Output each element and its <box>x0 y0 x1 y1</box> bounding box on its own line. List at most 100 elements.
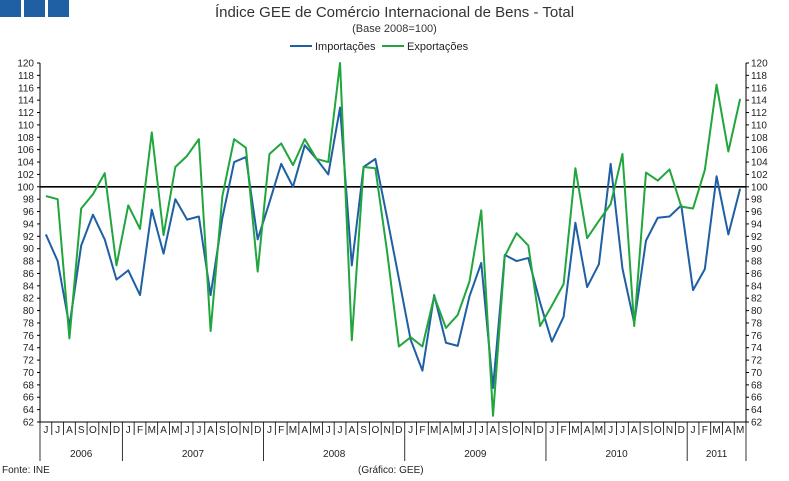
y-tick-label-left: 100 <box>17 182 34 193</box>
y-tick-label-right: 94 <box>751 219 763 230</box>
x-tick-label: S <box>360 425 367 436</box>
y-tick-label-left: 98 <box>23 195 35 206</box>
x-tick-label: J <box>267 425 272 436</box>
x-tick-label: J <box>126 425 131 436</box>
y-tick-label-left: 86 <box>23 269 35 280</box>
x-tick-label: N <box>101 425 108 436</box>
year-label: 2008 <box>323 449 346 460</box>
year-label: 2009 <box>464 449 487 460</box>
y-tick-label-left: 70 <box>23 368 35 379</box>
y-tick-label-right: 86 <box>751 269 763 280</box>
y-tick-label-right: 112 <box>751 108 767 119</box>
y-tick-label-right: 72 <box>751 356 763 367</box>
y-tick-label-right: 108 <box>751 133 768 144</box>
x-tick-label: A <box>443 425 450 436</box>
x-tick-label: M <box>289 425 297 436</box>
y-tick-label-left: 90 <box>23 244 35 255</box>
y-tick-label-right: 116 <box>751 83 767 94</box>
y-tick-label-left: 82 <box>23 294 35 305</box>
logo-block <box>0 0 21 17</box>
y-tick-label-left: 66 <box>23 393 35 404</box>
x-tick-label: F <box>137 425 143 436</box>
x-tick-label: F <box>561 425 567 436</box>
x-tick-label: M <box>595 425 603 436</box>
year-label: 2007 <box>182 449 205 460</box>
y-tick-label-right: 118 <box>751 71 767 82</box>
y-tick-label-right: 74 <box>751 343 763 354</box>
y-tick-label-left: 62 <box>23 418 35 429</box>
y-tick-label-right: 120 <box>751 59 768 70</box>
y-tick-label-right: 100 <box>751 182 768 193</box>
x-tick-label: J <box>608 425 613 436</box>
x-tick-label: A <box>584 425 591 436</box>
y-tick-label-left: 96 <box>23 207 35 218</box>
y-tick-label-left: 120 <box>17 59 34 70</box>
y-tick-label-right: 106 <box>751 145 768 156</box>
y-tick-label-left: 80 <box>23 306 35 317</box>
x-tick-label: F <box>702 425 708 436</box>
y-tick-label-right: 102 <box>751 170 768 181</box>
source-note: Fonte: INE <box>2 465 50 476</box>
x-tick-label: F <box>278 425 284 436</box>
y-tick-label-left: 112 <box>18 108 34 119</box>
y-tick-label-right: 90 <box>751 244 763 255</box>
x-tick-label: S <box>643 425 650 436</box>
x-tick-label: J <box>338 425 343 436</box>
x-tick-label: S <box>219 425 226 436</box>
x-tick-label: D <box>113 425 120 436</box>
x-tick-label: S <box>501 425 508 436</box>
x-tick-label: D <box>254 425 261 436</box>
y-tick-label-right: 62 <box>751 418 763 429</box>
y-tick-label-right: 88 <box>751 257 763 268</box>
x-tick-label: J <box>43 425 48 436</box>
x-tick-label: O <box>89 425 97 436</box>
year-label: 2011 <box>706 449 728 460</box>
legend-label-importacoes: Importações <box>315 41 376 53</box>
y-tick-label-left: 88 <box>23 257 35 268</box>
x-tick-label: D <box>536 425 543 436</box>
x-tick-label: J <box>691 425 696 436</box>
legend-label-exportacoes: Exportações <box>407 41 469 53</box>
year-label: 2006 <box>70 449 93 460</box>
x-tick-label: A <box>66 425 73 436</box>
x-tick-label: O <box>230 425 238 436</box>
y-tick-label-right: 104 <box>751 158 768 169</box>
x-tick-label: S <box>78 425 85 436</box>
y-tick-label-right: 96 <box>751 207 763 218</box>
x-tick-label: N <box>666 425 673 436</box>
x-tick-label: J <box>326 425 331 436</box>
x-tick-label: O <box>654 425 662 436</box>
logo-block <box>24 0 45 17</box>
y-tick-label-right: 66 <box>751 393 763 404</box>
y-tick-label-left: 106 <box>17 145 34 156</box>
x-tick-label: M <box>571 425 579 436</box>
logo-block <box>48 0 69 17</box>
x-tick-label: D <box>678 425 685 436</box>
x-tick-label: O <box>513 425 521 436</box>
y-tick-label-left: 118 <box>18 71 34 82</box>
y-tick-label-left: 104 <box>17 158 34 169</box>
series-line-exportacoes <box>45 62 742 417</box>
brand-logo <box>0 0 69 17</box>
x-tick-label: N <box>525 425 532 436</box>
x-tick-label: D <box>395 425 402 436</box>
y-tick-label-right: 68 <box>751 380 763 391</box>
x-tick-label: J <box>185 425 190 436</box>
y-tick-label-right: 78 <box>751 318 763 329</box>
y-tick-label-left: 108 <box>17 133 34 144</box>
y-tick-label-left: 78 <box>23 318 35 329</box>
x-tick-label: A <box>301 425 308 436</box>
x-tick-label: M <box>312 425 320 436</box>
y-tick-label-left: 92 <box>23 232 35 243</box>
y-tick-label-right: 110 <box>751 120 767 131</box>
chart-subtitle: (Base 2008=100) <box>352 23 437 35</box>
x-tick-label: J <box>549 425 554 436</box>
credit-note: (Gráfico: GEE) <box>358 465 424 476</box>
x-tick-label: A <box>631 425 638 436</box>
y-tick-label-right: 98 <box>751 195 763 206</box>
y-tick-label-right: 84 <box>751 281 763 292</box>
y-tick-label-left: 116 <box>18 83 34 94</box>
x-tick-label: M <box>712 425 720 436</box>
x-tick-label: J <box>467 425 472 436</box>
